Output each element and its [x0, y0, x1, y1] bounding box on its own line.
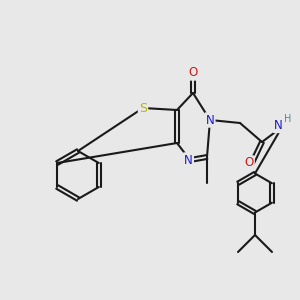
Text: O: O	[244, 157, 253, 169]
Text: N: N	[184, 154, 193, 166]
Text: N: N	[274, 119, 283, 132]
Text: O: O	[188, 67, 198, 80]
Text: S: S	[139, 101, 147, 115]
Text: N: N	[206, 113, 214, 127]
Text: H: H	[284, 115, 292, 124]
